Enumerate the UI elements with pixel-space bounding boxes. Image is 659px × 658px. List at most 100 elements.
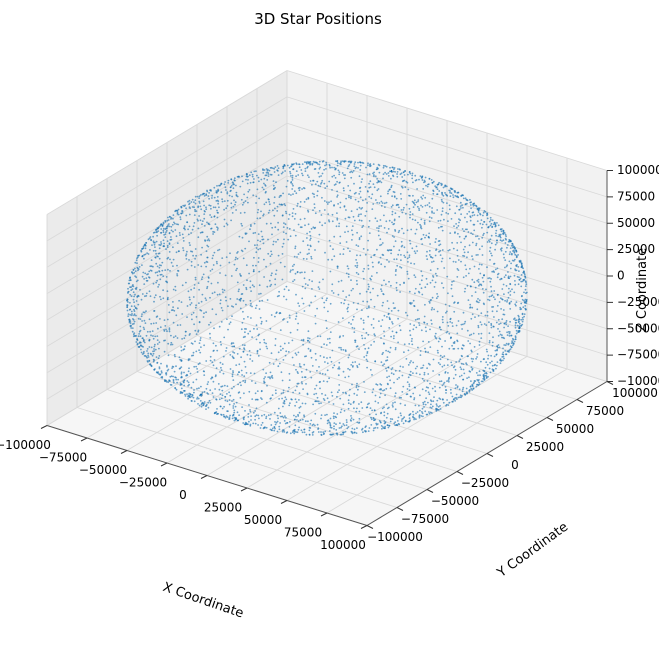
star-point: [449, 195, 452, 198]
star-point: [157, 286, 160, 288]
star-point: [246, 279, 248, 282]
star-point: [165, 380, 168, 383]
star-point: [421, 388, 424, 391]
star-point: [281, 415, 284, 418]
star-point: [347, 273, 350, 276]
star-point: [288, 314, 291, 317]
star-point: [486, 314, 489, 317]
star-point: [285, 212, 288, 215]
star-point: [403, 254, 406, 257]
star-point: [325, 163, 328, 166]
star-point: [432, 400, 435, 403]
star-point: [311, 365, 314, 367]
star-point: [359, 196, 362, 199]
star-point: [498, 233, 501, 236]
star-point: [139, 318, 142, 320]
star-point: [436, 399, 439, 402]
star-point: [336, 433, 339, 436]
star-point: [494, 225, 497, 228]
star-point: [456, 398, 458, 400]
star-point: [349, 171, 351, 174]
star-point: [242, 299, 245, 302]
star-point: [298, 163, 300, 166]
star-point: [376, 423, 379, 425]
star-point: [329, 270, 332, 273]
star-point: [275, 311, 278, 314]
x-tick: [120, 450, 128, 454]
star-point: [305, 161, 308, 164]
star-point: [293, 418, 296, 421]
star-point: [517, 266, 520, 268]
star-point: [276, 165, 279, 167]
star-point: [150, 365, 153, 367]
star-point: [458, 388, 461, 391]
star-point: [495, 321, 498, 324]
star-point: [240, 369, 243, 372]
star-point: [215, 367, 218, 370]
star-point: [274, 166, 277, 169]
star-point: [216, 226, 218, 229]
star-point: [294, 404, 296, 407]
star-point: [221, 257, 224, 259]
star-point: [208, 239, 211, 242]
star-point: [356, 231, 358, 234]
star-point: [270, 397, 272, 400]
star-point: [275, 358, 278, 361]
star-point: [144, 243, 146, 246]
star-point: [212, 254, 215, 257]
star-point: [371, 409, 373, 412]
star-point: [257, 257, 260, 259]
star-point: [291, 265, 294, 267]
star-point: [158, 366, 161, 368]
star-point: [324, 251, 326, 254]
star-point: [162, 289, 165, 292]
star-point: [211, 376, 213, 379]
star-point: [424, 350, 427, 353]
star-point: [197, 236, 200, 239]
star-point: [256, 328, 259, 330]
star-point: [409, 211, 412, 213]
star-point: [443, 364, 446, 367]
star-point: [499, 248, 502, 251]
star-point: [471, 295, 473, 297]
star-point: [350, 279, 352, 281]
star-point: [194, 257, 197, 260]
star-point: [136, 279, 139, 282]
star-point: [350, 323, 352, 325]
star-point: [420, 218, 423, 221]
star-point: [357, 245, 360, 248]
star-point: [378, 419, 381, 422]
star-point: [446, 380, 448, 382]
star-point: [315, 359, 317, 361]
star-point: [505, 265, 508, 268]
star-point: [415, 372, 418, 375]
star-point: [383, 389, 386, 391]
star-point: [175, 378, 178, 381]
star-point: [372, 287, 374, 290]
star-point: [329, 356, 331, 359]
star-point: [421, 366, 424, 369]
star-point: [280, 371, 283, 374]
star-point: [222, 355, 225, 358]
star-point: [164, 236, 167, 239]
star-point: [350, 415, 352, 417]
star-point: [338, 336, 341, 339]
star-point: [338, 346, 340, 349]
star-point: [305, 162, 308, 165]
star-point: [447, 212, 450, 215]
star-point: [208, 223, 211, 226]
star-point: [184, 393, 186, 396]
star-point: [197, 329, 200, 332]
star-point: [495, 354, 498, 356]
star-point: [459, 396, 461, 399]
star-point: [144, 355, 147, 357]
star-point: [194, 248, 197, 250]
star-point: [288, 227, 291, 230]
star-point: [181, 210, 183, 212]
star-point: [197, 264, 200, 266]
star-point: [513, 258, 516, 261]
star-point: [441, 316, 444, 318]
star-point: [394, 408, 397, 411]
star-point: [488, 225, 490, 228]
star-point: [388, 188, 391, 191]
